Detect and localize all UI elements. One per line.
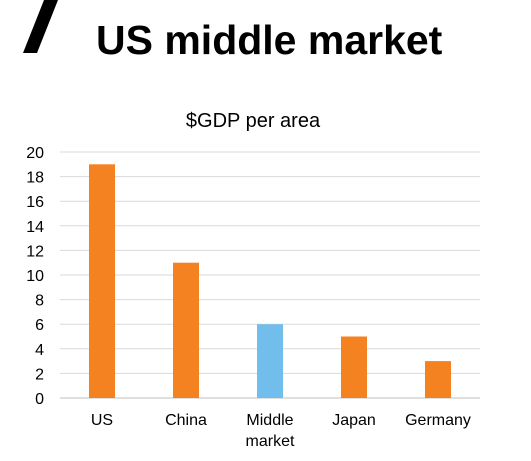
y-tick-label: 8 (35, 293, 44, 310)
y-axis-ticks: 0 2 4 6 8 10 12 14 16 18 20 (26, 145, 44, 408)
x-axis-ticks: US China Middle market Japan Germany (91, 412, 471, 450)
y-tick-label: 14 (26, 219, 44, 236)
x-tick-label: Middle market (246, 412, 295, 450)
bar-1 (173, 262, 199, 398)
bar-4 (425, 361, 451, 398)
bar-2 (257, 324, 283, 398)
y-tick-label: 10 (26, 268, 44, 285)
page-title: US middle market (96, 17, 443, 63)
bar-3 (341, 336, 367, 398)
x-tick-label: Japan (332, 412, 376, 429)
bar-0 (89, 164, 115, 398)
y-tick-label: 12 (26, 243, 44, 260)
chart-title: $GDP per area (186, 110, 321, 132)
y-tick-label: 16 (26, 194, 44, 211)
x-tick-label: China (165, 412, 207, 429)
x-tick-label: Germany (405, 412, 471, 429)
x-tick-label: US (91, 412, 113, 429)
y-tick-label: 2 (35, 366, 44, 383)
bars (89, 164, 451, 398)
y-tick-label: 6 (35, 317, 44, 334)
y-tick-label: 18 (26, 170, 44, 187)
y-tick-label: 4 (35, 342, 44, 359)
y-tick-label: 20 (26, 145, 44, 162)
slash-logo-icon (23, 0, 58, 53)
y-tick-label: 0 (35, 391, 44, 408)
